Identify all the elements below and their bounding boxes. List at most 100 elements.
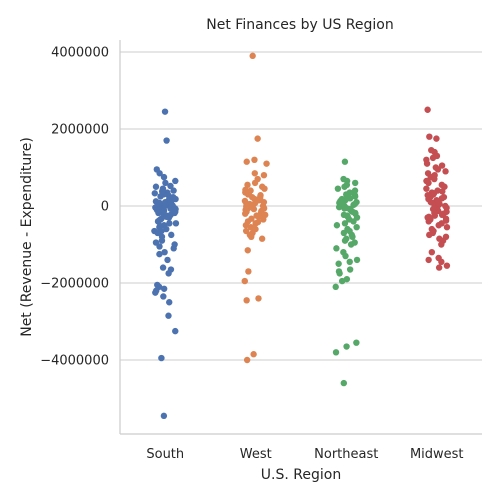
x-tick-label: Midwest (410, 447, 464, 462)
data-point (241, 277, 248, 285)
data-point (248, 215, 255, 222)
data-point (170, 187, 177, 194)
data-point (350, 201, 357, 209)
data-point (159, 264, 167, 271)
data-point (341, 183, 348, 190)
data-point (160, 293, 167, 300)
data-point (433, 135, 440, 142)
data-point (423, 160, 431, 167)
data-point (425, 179, 432, 187)
data-point (353, 256, 361, 264)
data-point (157, 206, 164, 213)
data-point (333, 245, 340, 252)
data-point (438, 241, 445, 248)
data-point (431, 209, 438, 217)
y-tick-labels: 4000000 2000000 0 −2000000 −4000000 (40, 46, 109, 369)
data-point (353, 223, 360, 231)
data-point (243, 158, 250, 165)
data-point (263, 160, 270, 167)
y-tick-label: 0 (101, 200, 109, 215)
data-point (260, 172, 268, 179)
data-point (353, 339, 360, 346)
data-point (341, 220, 349, 227)
x-tick-label: West (240, 447, 272, 462)
data-point (255, 295, 262, 302)
data-point (349, 233, 356, 240)
data-point (249, 203, 256, 211)
data-point (426, 231, 433, 239)
data-point (242, 186, 249, 194)
data-point (156, 250, 163, 258)
data-point (172, 327, 179, 335)
data-point (442, 217, 450, 224)
data-point (345, 193, 352, 201)
data-point (161, 249, 168, 256)
data-point (332, 349, 340, 356)
x-tick-label: Northeast (314, 447, 378, 462)
data-point (168, 231, 175, 239)
data-point (152, 183, 160, 190)
y-axis-label: Net (Revenue - Expenditure) (19, 137, 35, 337)
chart-title: Net Finances by US Region (206, 17, 393, 33)
data-point (342, 252, 349, 260)
data-point (438, 162, 446, 169)
data-point (242, 210, 249, 217)
data-points (151, 52, 451, 420)
data-point (249, 52, 256, 60)
data-point (242, 222, 250, 229)
y-tick-label: 2000000 (51, 123, 109, 138)
data-point (262, 211, 269, 219)
data-point (158, 354, 165, 362)
data-point (435, 200, 443, 207)
data-point (258, 235, 266, 242)
grid-lines (120, 51, 482, 361)
data-point (152, 289, 159, 296)
data-point (254, 218, 262, 226)
data-point (341, 158, 349, 165)
data-point (157, 193, 164, 200)
data-point (261, 185, 268, 192)
data-point (424, 192, 431, 199)
data-point (347, 241, 355, 248)
data-point (425, 218, 432, 225)
data-point (254, 135, 261, 142)
y-tick-label: −2000000 (40, 277, 109, 292)
data-point (435, 222, 442, 229)
data-point (159, 185, 167, 192)
data-point (442, 168, 449, 175)
data-point (251, 179, 259, 187)
data-point (160, 173, 168, 181)
data-point (248, 233, 255, 240)
data-point (163, 213, 170, 220)
data-point (338, 277, 346, 285)
data-point (336, 270, 343, 277)
data-point (343, 343, 350, 350)
data-point (425, 213, 433, 220)
data-point (243, 203, 250, 210)
data-point (341, 205, 348, 212)
data-point (250, 351, 257, 358)
data-point (341, 237, 349, 244)
data-point (151, 190, 158, 197)
data-point (333, 222, 341, 229)
data-point (172, 177, 179, 185)
data-point (335, 260, 342, 267)
data-point (351, 192, 359, 199)
data-point (443, 262, 451, 269)
data-point (346, 258, 353, 266)
data-point (167, 182, 174, 190)
data-point (160, 412, 168, 420)
data-point (172, 220, 180, 227)
data-point (244, 181, 251, 189)
data-point (162, 179, 169, 187)
data-point (423, 185, 430, 192)
data-point (165, 270, 172, 277)
data-point (255, 213, 263, 220)
data-point (164, 256, 171, 264)
data-point (158, 237, 166, 244)
y-tick-label: 4000000 (51, 46, 109, 61)
data-point (169, 193, 177, 201)
data-point (344, 213, 351, 220)
data-point (434, 166, 442, 173)
